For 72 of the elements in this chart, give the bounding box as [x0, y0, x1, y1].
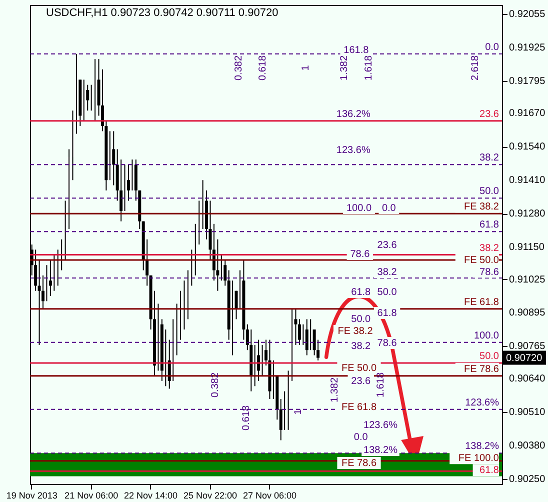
annotation: FE 38.2 — [464, 202, 500, 213]
annotation: 38.2 — [480, 152, 500, 164]
y-tick-label: 0.91025 — [509, 274, 546, 286]
annotation: 23.6 — [480, 108, 500, 120]
annotation: 38.2 — [480, 242, 500, 254]
annotation: 78.6 — [480, 266, 500, 278]
x-tick-label: 21 Nov 06:00 — [64, 490, 118, 500]
y-tick-label: 0.91540 — [509, 142, 546, 153]
y-tick-label: 0.91280 — [509, 208, 546, 220]
y-tick-label: 0.90380 — [509, 440, 546, 452]
y-tick-label: 0.91795 — [509, 76, 546, 87]
annotation: 61.8 — [480, 465, 500, 476]
annotation: 1 — [300, 64, 312, 71]
annotation: 161.8 — [344, 45, 370, 56]
annotation: 50.0 — [480, 186, 500, 198]
x-tick-label: 22 Nov 14:00 — [124, 490, 178, 500]
annotation: FE 50.0 — [341, 363, 377, 374]
x-tick-label: 27 Nov 06:00 — [242, 490, 296, 500]
y-tick-label: 0.91670 — [509, 108, 546, 120]
annotation: 23.6 — [351, 376, 372, 387]
annotation: 1.382 — [330, 377, 341, 403]
annotation: 0.382 — [233, 55, 244, 81]
annotation: FE 61.8 — [464, 296, 500, 308]
x-tick-label: 25 Nov 22:00 — [183, 490, 238, 500]
y-tick-label: 0.91925 — [509, 42, 546, 54]
annotation: 100.0 — [474, 330, 500, 342]
annotation: 0.0 — [354, 432, 368, 443]
annotation: FE 38.2 — [338, 326, 374, 337]
annotation: FE 61.8 — [341, 402, 377, 413]
annotation: 123.6% — [364, 420, 398, 431]
annotation: 78.6 — [350, 249, 370, 260]
annotation: FE 78.6 — [464, 364, 500, 375]
annotation: 0.618 — [240, 405, 252, 431]
annotation: 61.8 — [480, 220, 500, 231]
annotation: 1 — [293, 408, 304, 415]
annotation: 50.0 — [377, 287, 398, 298]
annotation: 0.90720 — [506, 352, 543, 364]
annotation: FE 78.6 — [341, 458, 377, 469]
y-tick-label: 0.90895 — [509, 308, 546, 319]
annotation: 123.6% — [336, 145, 370, 156]
annotation: 0.0 — [382, 203, 396, 214]
annotation: 50.0 — [480, 350, 500, 362]
annotation: 100.0 — [346, 203, 372, 214]
annotation: FE 100.0 — [458, 453, 500, 464]
annotation: 0.382 — [210, 372, 222, 398]
annotation: 1.382 — [339, 55, 350, 81]
y-tick-label: 0.92055 — [509, 9, 546, 20]
annotation: 2.618 — [470, 55, 481, 81]
annotation: 123.6% — [465, 397, 500, 408]
y-tick-label: 0.91150 — [509, 242, 545, 254]
annotation: 0.0 — [485, 42, 500, 53]
annotation: 138.2% — [364, 445, 398, 456]
annotation: 61.8 — [377, 308, 398, 319]
annotation: 61.8 — [351, 287, 372, 298]
annotation: FE 50.0 — [464, 254, 500, 266]
y-tick-label: 0.90640 — [509, 373, 546, 384]
chart-title: USDCHF,H1 0.90723 0.90742 0.90711 0.90720 — [46, 7, 278, 19]
annotation: 1.618 — [363, 55, 374, 81]
y-tick-label: 0.91410 — [509, 175, 546, 186]
y-tick-label: 0.90250 — [509, 474, 546, 485]
annotation: 78.6 — [377, 338, 398, 349]
annotation: 1.618 — [375, 372, 386, 398]
y-tick-label: 0.90765 — [509, 341, 546, 352]
annotation: 0.618 — [258, 55, 269, 81]
annotation: 50.0 — [351, 314, 372, 325]
x-tick-label: 19 Nov 2013 — [6, 490, 58, 500]
annotation: 136.2% — [336, 109, 370, 120]
annotation: 138.2% — [465, 441, 500, 452]
annotation: 38.2 — [377, 267, 398, 278]
annotation: 38.2 — [351, 341, 372, 352]
y-tick-label: 0.90510 — [509, 406, 546, 418]
annotation: 23.6 — [377, 240, 398, 251]
